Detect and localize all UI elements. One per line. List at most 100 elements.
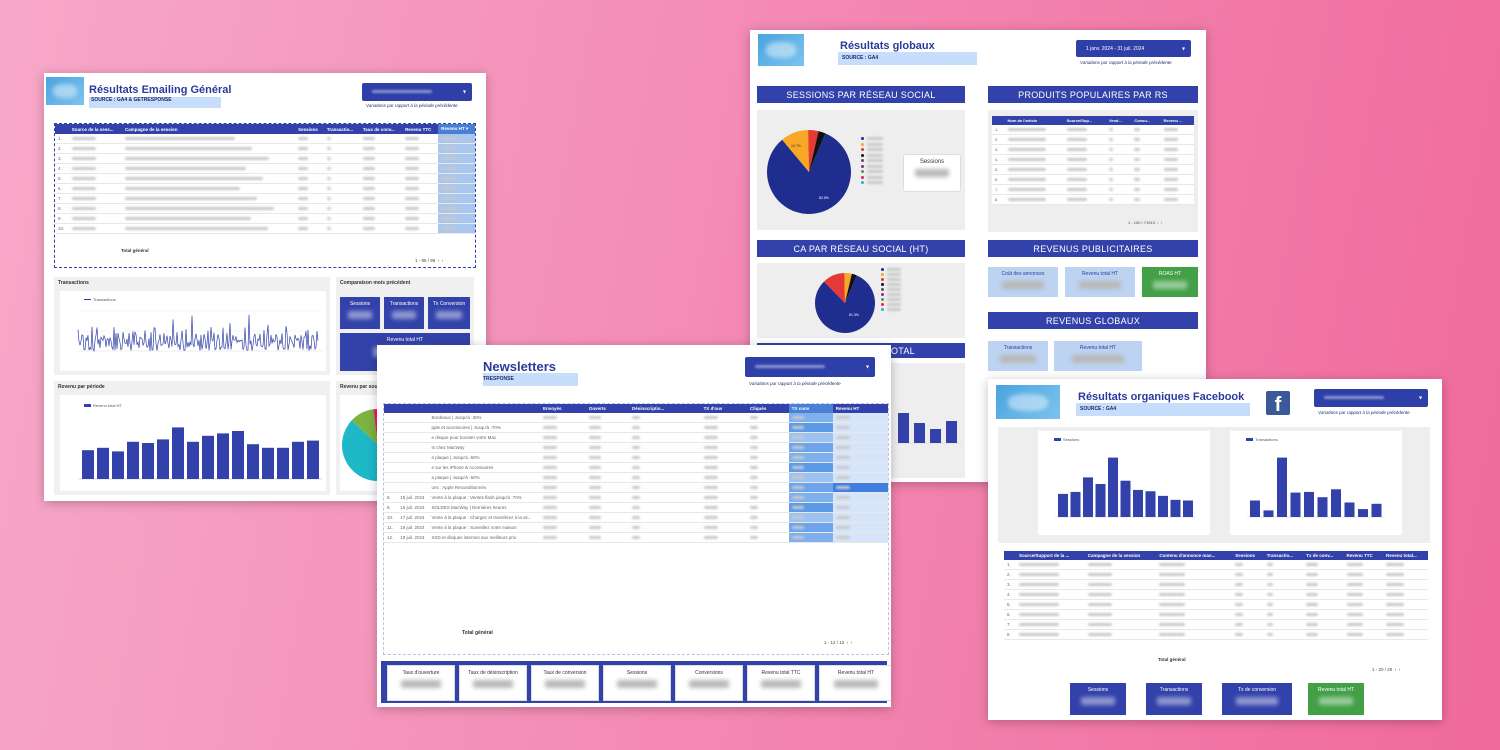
revenu-bar bbox=[307, 440, 319, 479]
column-header[interactable]: Cliqués bbox=[747, 404, 789, 413]
column-header[interactable]: Source de la sess... bbox=[68, 124, 123, 134]
facebook-pager[interactable]: 1 - 20 / 20 ‹ › bbox=[1372, 667, 1401, 672]
table-row[interactable]: 3. bbox=[55, 153, 475, 164]
table-row[interactable]: 5. bbox=[1004, 599, 1428, 610]
table-row[interactable]: 8. 15 juil. 2024 Vente à la plaque : Ven… bbox=[384, 492, 888, 503]
column-header[interactable]: Envoyés bbox=[540, 404, 586, 413]
globaux-date-selector[interactable]: 1 janv. 2024 - 31 juil. 2024 ▾ bbox=[1076, 40, 1191, 57]
column-header[interactable]: TX conv bbox=[788, 404, 833, 413]
revenu-periode-title: Revenu par période bbox=[58, 384, 105, 390]
table-row[interactable]: 4. bbox=[992, 154, 1194, 165]
table-row[interactable]: 5. bbox=[992, 164, 1194, 175]
column-header[interactable]: Transactio... bbox=[1263, 551, 1304, 560]
transactions-title: Transactions bbox=[58, 280, 89, 286]
table-row[interactable]: 7. bbox=[992, 184, 1194, 195]
fb-transactions-bar bbox=[1344, 502, 1355, 517]
table-row[interactable]: 6. bbox=[992, 174, 1194, 185]
transactions-legend: Transactions bbox=[1246, 437, 1278, 442]
revenu-bar bbox=[217, 433, 229, 479]
pie1-label-b: 10.7% bbox=[791, 144, 801, 148]
fb-sessions-bar bbox=[1070, 491, 1081, 517]
table-row[interactable]: e plaque | Jusqu'à -60% bbox=[384, 452, 888, 463]
column-header[interactable]: Revenu HT bbox=[832, 404, 888, 413]
table-row[interactable]: 11. 18 juil. 2024 Vente à la plaque : Su… bbox=[384, 522, 888, 533]
column-header[interactable]: Ouverts bbox=[585, 404, 629, 413]
total-label: Total général bbox=[121, 248, 149, 253]
table-row[interactable]: 6. bbox=[55, 183, 475, 194]
revenu-bar bbox=[127, 441, 139, 479]
column-header[interactable]: Contenu d'annonce man... bbox=[1156, 551, 1233, 560]
emailing-date-selector[interactable]: ▾ bbox=[362, 83, 472, 101]
table-row[interactable]: 7. bbox=[55, 193, 475, 204]
table-row[interactable]: 10. 17 juil. 2024 Vente à la plaque : Ch… bbox=[384, 512, 888, 523]
table-row[interactable]: e sur les iPhone & Accessoires bbox=[384, 462, 888, 473]
column-header[interactable]: Tx de conv... bbox=[1303, 551, 1344, 560]
column-header[interactable] bbox=[55, 124, 69, 134]
emailing-pager[interactable]: 1 - 95 / 95 ‹ › bbox=[415, 258, 444, 263]
table-row[interactable]: 6. bbox=[1004, 609, 1428, 620]
column-header[interactable] bbox=[384, 404, 540, 413]
column-header[interactable]: TX d'ouv bbox=[700, 404, 748, 413]
table-row[interactable]: 7. bbox=[1004, 619, 1428, 630]
fb-kpi-sessions: Sessions bbox=[1070, 683, 1126, 715]
table-row[interactable]: 3. bbox=[992, 144, 1194, 155]
table-row[interactable]: Bordeaux | Jusqu'à -30% bbox=[384, 413, 888, 423]
table-row[interactable]: 1. bbox=[1004, 560, 1428, 570]
table-row[interactable]: 5. bbox=[55, 173, 475, 184]
row-campaign: e plaque | Jusqu'à -60% bbox=[431, 455, 480, 460]
table-row[interactable]: 10. bbox=[55, 223, 475, 234]
column-header[interactable]: Revenu total... bbox=[1382, 551, 1428, 560]
table-row[interactable]: 3. bbox=[1004, 579, 1428, 590]
column-header[interactable]: Revenu TTC bbox=[402, 124, 439, 134]
column-header[interactable] bbox=[992, 116, 1005, 125]
table-row[interactable]: 8. bbox=[1004, 629, 1428, 640]
column-header[interactable]: Campagne de la session bbox=[122, 124, 296, 134]
table-row[interactable]: 2. bbox=[992, 134, 1194, 145]
newsletter-kpi: Conversions bbox=[675, 665, 743, 701]
company-logo bbox=[758, 34, 804, 66]
table-row[interactable]: uns : Apple Reconditionnés bbox=[384, 482, 888, 493]
table-row[interactable]: 8. bbox=[992, 194, 1194, 205]
fb-sessions-bar bbox=[1158, 495, 1168, 517]
table-row[interactable]: 9. bbox=[55, 213, 475, 224]
table-row[interactable]: 9. 16 juil. 2024 SOLDES MacWay | Dernièr… bbox=[384, 502, 888, 513]
column-header[interactable]: Revenu TTC bbox=[1343, 551, 1383, 560]
table-row[interactable]: 2. bbox=[55, 143, 475, 154]
fb-kpi-revenu: Revenu total HT bbox=[1308, 683, 1364, 715]
emailing-note: Variations par rapport à la période préc… bbox=[366, 103, 458, 108]
newsletters-date-selector[interactable]: ▾ bbox=[745, 357, 875, 377]
table-row[interactable]: 2. bbox=[1004, 569, 1428, 580]
column-header[interactable]: Vend... bbox=[1105, 116, 1132, 125]
column-header[interactable]: Campagne de la session bbox=[1084, 551, 1157, 560]
column-header[interactable]: Transactio... bbox=[323, 124, 360, 134]
column-header[interactable] bbox=[1004, 551, 1016, 560]
newsletters-pager[interactable]: 1 - 12 / 12 ‹ › bbox=[824, 640, 853, 645]
facebook-date-selector[interactable]: ▾ bbox=[1314, 389, 1428, 407]
row-campaign: e disque pour booster votre Mac bbox=[431, 435, 497, 440]
table-row[interactable]: 1. bbox=[992, 125, 1194, 135]
column-header[interactable]: Source/Sup... bbox=[1063, 116, 1106, 125]
table-row[interactable]: 12. 19 juil. 2024 SSD et disques interne… bbox=[384, 532, 888, 543]
column-header[interactable]: Désinscriptio... bbox=[628, 404, 701, 413]
column-header[interactable]: Source/Support de la ... bbox=[1015, 551, 1085, 560]
table-row[interactable]: ts chez MacWay bbox=[384, 442, 888, 453]
table-row[interactable]: 4. bbox=[55, 163, 475, 174]
company-logo bbox=[46, 77, 84, 105]
column-header[interactable]: Nom de l'article bbox=[1004, 116, 1064, 125]
fb-sessions-bar bbox=[1133, 489, 1143, 517]
table-row[interactable]: pple et accessoires | Jusqu'à -70% bbox=[384, 422, 888, 433]
table-row[interactable]: 4. bbox=[1004, 589, 1428, 600]
table-row[interactable]: e disque pour booster votre Mac bbox=[384, 432, 888, 443]
table-row[interactable]: a plaque | Jusqu'à -60% bbox=[384, 472, 888, 483]
column-header[interactable]: Taux de conv... bbox=[359, 124, 403, 134]
produits-pager[interactable]: 1 - 100 / 71913 ‹ › bbox=[1128, 220, 1163, 225]
table-row[interactable]: 1. bbox=[55, 134, 475, 144]
column-header[interactable]: Consu... bbox=[1131, 116, 1161, 125]
column-header[interactable]: Sessions bbox=[295, 124, 324, 134]
newsletter-kpi: Revenu total TTC bbox=[747, 665, 815, 701]
column-header[interactable]: Revenu HT ▾ bbox=[438, 124, 475, 134]
table-row[interactable]: 8. bbox=[55, 203, 475, 214]
column-header[interactable]: Sessions bbox=[1232, 551, 1264, 560]
row-number: 11. bbox=[387, 525, 393, 530]
column-header[interactable]: Revenu ... bbox=[1160, 116, 1194, 125]
